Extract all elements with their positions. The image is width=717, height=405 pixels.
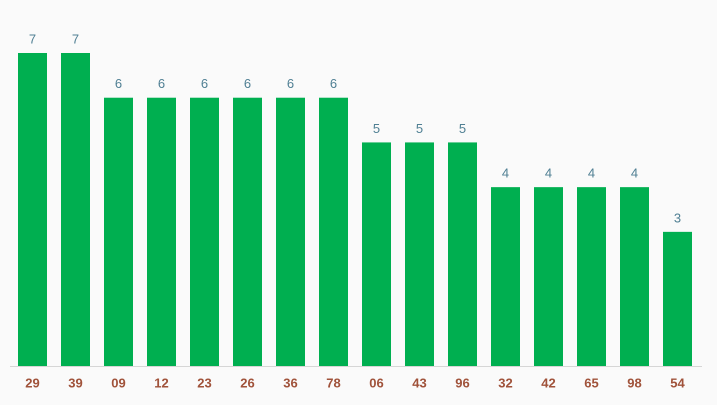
bar	[104, 97, 133, 366]
x-tick-label: 65	[584, 375, 598, 390]
value-label: 3	[674, 210, 681, 225]
value-label: 7	[72, 31, 79, 46]
bar	[491, 187, 520, 366]
bar	[362, 142, 391, 366]
value-label: 5	[416, 121, 423, 136]
bar	[276, 97, 305, 366]
bar	[147, 97, 176, 366]
bar	[577, 187, 606, 366]
x-tick-label: 12	[154, 375, 168, 390]
x-tick-label: 96	[455, 375, 469, 390]
x-tick-label: 09	[111, 375, 125, 390]
bar	[61, 53, 90, 366]
x-tick-label: 39	[68, 375, 82, 390]
value-label: 4	[545, 166, 552, 181]
bar	[405, 142, 434, 366]
bar	[534, 187, 563, 366]
x-tick-label: 36	[283, 375, 297, 390]
bar	[448, 142, 477, 366]
x-tick-label: 26	[240, 375, 254, 390]
bar	[319, 97, 348, 366]
bar	[190, 97, 219, 366]
x-tick-label: 32	[498, 375, 512, 390]
value-label: 4	[502, 166, 509, 181]
bar	[663, 231, 692, 366]
bar	[233, 97, 262, 366]
value-label: 5	[373, 121, 380, 136]
value-label: 4	[631, 166, 638, 181]
value-label: 6	[330, 76, 337, 91]
value-label: 6	[201, 76, 208, 91]
value-label: 6	[115, 76, 122, 91]
bar	[18, 53, 47, 366]
x-tick-label: 42	[541, 375, 555, 390]
x-tick-label: 29	[25, 375, 39, 390]
x-tick-label: 23	[197, 375, 211, 390]
x-tick-label: 06	[369, 375, 383, 390]
bar	[620, 187, 649, 366]
x-tick-label: 54	[670, 375, 685, 390]
value-label: 6	[158, 76, 165, 91]
x-tick-label: 78	[326, 375, 340, 390]
value-label: 5	[459, 121, 466, 136]
value-label: 7	[29, 31, 36, 46]
x-tick-label: 43	[412, 375, 426, 390]
x-tick-label: 98	[627, 375, 641, 390]
value-label: 6	[244, 76, 251, 91]
value-label: 4	[588, 166, 595, 181]
value-label: 6	[287, 76, 294, 91]
